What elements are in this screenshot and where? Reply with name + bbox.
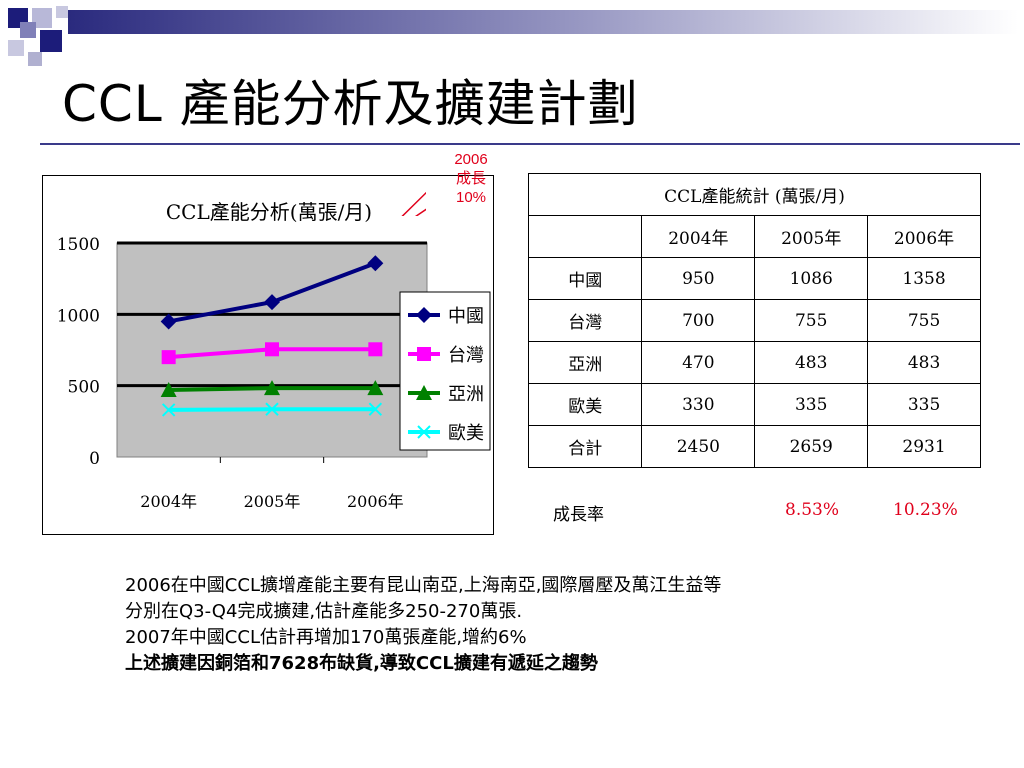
table-caption: CCL產能統計 (萬張/月) bbox=[528, 173, 981, 216]
callout-bubble bbox=[401, 191, 426, 216]
x-tick-label: 2005年 bbox=[244, 492, 301, 511]
table-row: 合計 2450 2659 2931 bbox=[527, 425, 981, 468]
table-header-row: 2004年 2005年 2006年 bbox=[527, 215, 981, 258]
capacity-table: CCL產能統計 (萬張/月) 2004年 2005年 2006年 中國 950 … bbox=[527, 173, 981, 468]
table-row: 中國 950 1086 1358 bbox=[527, 257, 981, 300]
growth-rate-2005: 8.53% bbox=[785, 500, 840, 520]
callout-text: 2006 成長 10% bbox=[432, 150, 510, 207]
header-gradient-bar bbox=[68, 10, 1018, 34]
data-point bbox=[264, 294, 280, 311]
legend-marker bbox=[417, 425, 431, 439]
legend-label: 台灣 bbox=[448, 345, 484, 366]
table-header-cell: 2006年 bbox=[867, 215, 981, 258]
table-cell: 755 bbox=[867, 299, 981, 342]
legend-box bbox=[399, 291, 491, 451]
corner-decor-square bbox=[8, 40, 24, 56]
growth-rate-2006: 10.23% bbox=[893, 500, 958, 520]
note-line-emphasis: 上述擴建因銅箔和7628布缺貨,導致CCL擴建有遞延之趨勢 bbox=[125, 653, 598, 674]
y-tick-label: 1500 bbox=[57, 235, 100, 255]
callout-value: 10% bbox=[455, 189, 487, 206]
y-tick-label: 500 bbox=[68, 378, 100, 398]
data-point bbox=[264, 380, 280, 396]
callout-label: 成長 bbox=[455, 170, 486, 187]
data-point bbox=[367, 380, 384, 396]
table-cell: 2659 bbox=[754, 425, 869, 468]
callout-year: 2006 bbox=[454, 151, 488, 168]
y-tick-label: 0 bbox=[89, 449, 100, 469]
note-line: 2007年中國CCL估計再增加170萬張產能,增約6% bbox=[125, 627, 527, 648]
table-cell: 330 bbox=[641, 383, 756, 426]
note-line: 分別在Q3-Q4完成擴建,估計產能多250-270萬張. bbox=[125, 601, 523, 622]
table-row: 台灣 700 755 755 bbox=[527, 299, 981, 342]
growth-rate-label: 成長率 bbox=[553, 505, 604, 525]
table-row: 亞洲 470 483 483 bbox=[527, 341, 981, 384]
table-cell: 2450 bbox=[641, 425, 756, 468]
corner-decor-square bbox=[56, 6, 68, 18]
legend-marker bbox=[417, 347, 431, 361]
table-cell: 950 bbox=[641, 257, 756, 300]
note-line: 2006在中國CCL擴增產能主要有昆山南亞,上海南亞,國際層壓及萬江生益等 bbox=[125, 575, 722, 596]
legend-marker bbox=[416, 307, 432, 323]
table-cell: 335 bbox=[754, 383, 869, 426]
notes-block: 2006在中國CCL擴增產能主要有昆山南亞,上海南亞,國際層壓及萬江生益等 分別… bbox=[125, 573, 1005, 677]
table-cell: 1086 bbox=[754, 257, 869, 300]
table-cell: 700 bbox=[641, 299, 756, 342]
table-cell: 歐美 bbox=[527, 383, 643, 426]
chart-title: CCL產能分析(萬張/月) bbox=[166, 200, 372, 224]
page-title: CCL 產能分析及擴建計劃 bbox=[62, 75, 639, 133]
title-divider bbox=[40, 143, 1020, 145]
legend-label: 歐美 bbox=[448, 423, 484, 444]
legend-label: 亞洲 bbox=[448, 384, 484, 405]
data-point bbox=[160, 381, 177, 397]
table-cell: 合計 bbox=[527, 425, 643, 468]
table-cell: 1358 bbox=[867, 257, 981, 300]
corner-decor-square bbox=[32, 8, 52, 28]
table-cell: 483 bbox=[867, 341, 981, 384]
corner-decor-square bbox=[28, 52, 42, 66]
data-point bbox=[265, 402, 279, 416]
data-point bbox=[368, 342, 383, 357]
x-tick-label: 2006年 bbox=[347, 492, 404, 511]
line-chart: CCL產能分析(萬張/月) 0 500 1000 1500 2004年 2005年 2006… bbox=[57, 200, 491, 511]
corner-decor-square bbox=[20, 22, 36, 38]
y-tick-label: 1000 bbox=[57, 306, 100, 326]
table-cell: 亞洲 bbox=[527, 341, 643, 384]
x-tick-label: 2004年 bbox=[140, 492, 197, 511]
data-point bbox=[265, 342, 279, 357]
data-point bbox=[161, 403, 176, 417]
data-point bbox=[367, 255, 384, 272]
table-header-cell: 2004年 bbox=[641, 215, 756, 258]
table-cell: 755 bbox=[754, 299, 869, 342]
table-cell: 470 bbox=[641, 341, 756, 384]
table-cell: 483 bbox=[754, 341, 869, 384]
chart-frame: CCL產能分析(萬張/月) 0 500 1000 1500 2004年 2005年 2006… bbox=[42, 175, 494, 535]
data-point bbox=[161, 350, 176, 365]
table-row: 歐美 330 335 335 bbox=[527, 383, 981, 426]
legend-marker bbox=[416, 385, 432, 400]
data-point bbox=[160, 313, 177, 330]
table-cell: 335 bbox=[867, 383, 981, 426]
table-header-cell bbox=[527, 215, 643, 258]
table-cell: 台灣 bbox=[527, 299, 643, 342]
corner-decor-square bbox=[40, 30, 62, 52]
table-cell: 中國 bbox=[527, 257, 643, 300]
table-header-cell: 2005年 bbox=[754, 215, 869, 258]
data-point bbox=[368, 402, 383, 416]
table-cell: 2931 bbox=[867, 425, 981, 468]
legend-label: 中國 bbox=[448, 306, 484, 327]
